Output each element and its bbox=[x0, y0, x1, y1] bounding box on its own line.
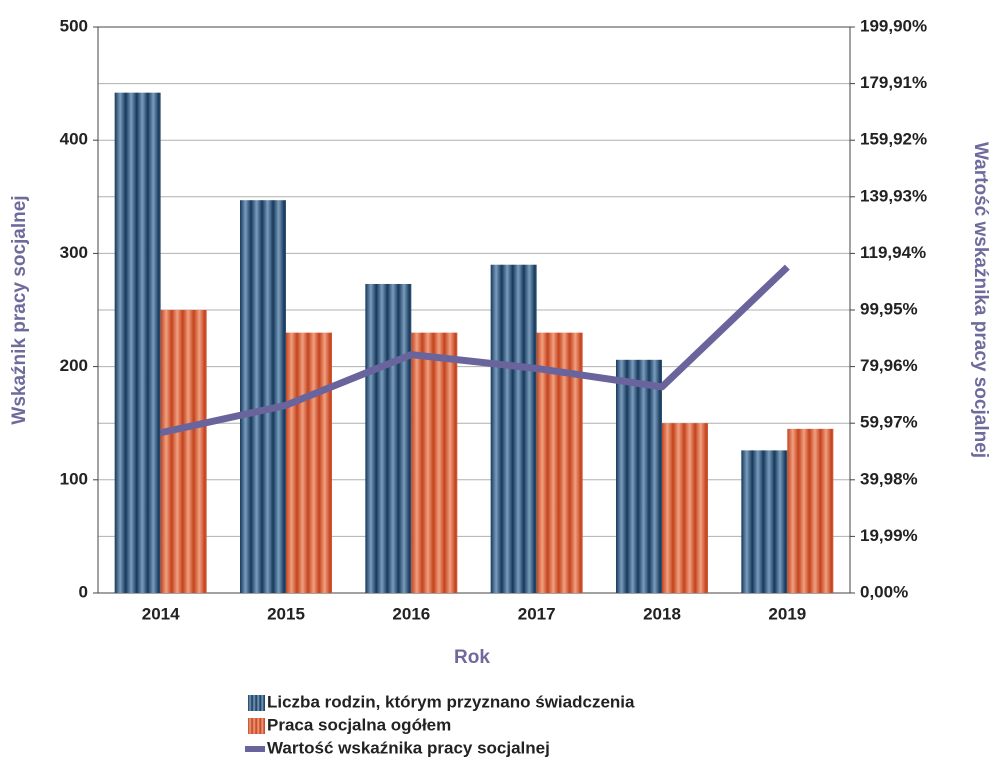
y2-tick-label: 19,99% bbox=[860, 526, 918, 545]
legend-label: Praca socjalna ogółem bbox=[267, 715, 451, 734]
bar bbox=[160, 310, 207, 593]
y2-tick-label: 79,96% bbox=[860, 356, 918, 375]
bar bbox=[616, 359, 662, 593]
y2-tick-label: 0,00% bbox=[860, 582, 908, 601]
bar bbox=[787, 428, 834, 593]
y-tick-label: 0 bbox=[79, 582, 88, 601]
y2-tick-label: 119,94% bbox=[860, 243, 926, 262]
bar bbox=[286, 332, 332, 593]
bar bbox=[240, 200, 286, 594]
y2-axis-title: Wartość wskaźnika pracy socjalnej bbox=[970, 142, 991, 458]
y2-tick-label: 159,92% bbox=[860, 130, 927, 149]
y2-tick-label: 199,90% bbox=[860, 16, 927, 35]
legend-swatch bbox=[248, 718, 265, 734]
bar bbox=[662, 423, 708, 593]
y-axis-title: Wskaźnik pracy socjalnej bbox=[9, 195, 30, 424]
y-tick-label: 200 bbox=[60, 356, 88, 375]
x-tick-label: 2018 bbox=[643, 604, 681, 623]
bar bbox=[411, 332, 458, 593]
x-tick-label: 2014 bbox=[142, 604, 180, 623]
legend-swatch bbox=[248, 695, 265, 711]
bar bbox=[741, 450, 788, 593]
x-tick-label: 2017 bbox=[518, 604, 556, 623]
y2-tick-label: 179,91% bbox=[860, 73, 927, 92]
line bbox=[159, 264, 790, 437]
y2-tick-label: 139,93% bbox=[860, 186, 927, 205]
bar bbox=[114, 92, 161, 593]
x-axis-title: Rok bbox=[454, 647, 490, 668]
y2-tick-label: 39,98% bbox=[860, 469, 918, 488]
y-tick-label: 400 bbox=[60, 130, 88, 149]
legend-label: Liczba rodzin, którym przyznano świadcze… bbox=[267, 692, 635, 711]
bar bbox=[365, 283, 412, 593]
x-tick-label: 2019 bbox=[768, 604, 806, 623]
y2-tick-label: 59,97% bbox=[860, 413, 918, 432]
bar bbox=[490, 264, 537, 593]
plot-frame bbox=[97, 26, 851, 594]
y-tick-label: 100 bbox=[60, 469, 88, 488]
legend-swatch bbox=[245, 746, 265, 752]
y2-tick-label: 99,95% bbox=[860, 299, 918, 318]
x-tick-label: 2015 bbox=[267, 604, 305, 623]
x-tick-label: 2016 bbox=[392, 604, 430, 623]
y-tick-label: 300 bbox=[60, 243, 88, 262]
legend-label: Wartość wskaźnika pracy socjalnej bbox=[267, 738, 550, 757]
y-tick-label: 500 bbox=[60, 16, 88, 35]
